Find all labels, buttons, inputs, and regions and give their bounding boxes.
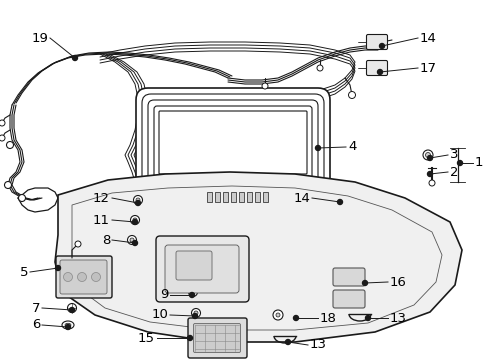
- Ellipse shape: [62, 321, 74, 329]
- Bar: [223, 192, 228, 202]
- Circle shape: [427, 156, 433, 161]
- Circle shape: [188, 336, 193, 341]
- Text: 3: 3: [450, 148, 459, 162]
- Circle shape: [73, 55, 77, 60]
- FancyBboxPatch shape: [333, 268, 365, 286]
- Circle shape: [316, 145, 320, 150]
- FancyBboxPatch shape: [60, 260, 107, 294]
- Bar: [207, 192, 212, 202]
- Circle shape: [0, 120, 5, 126]
- Text: 9: 9: [160, 288, 168, 302]
- FancyBboxPatch shape: [56, 256, 112, 298]
- Bar: [215, 192, 220, 202]
- Text: 2: 2: [450, 166, 459, 179]
- Circle shape: [19, 194, 25, 202]
- FancyBboxPatch shape: [333, 290, 365, 308]
- Text: 5: 5: [20, 266, 28, 279]
- FancyBboxPatch shape: [194, 324, 241, 352]
- Circle shape: [425, 153, 431, 158]
- FancyBboxPatch shape: [156, 236, 249, 302]
- Circle shape: [189, 288, 197, 297]
- Circle shape: [75, 241, 81, 247]
- Bar: [239, 192, 244, 202]
- Circle shape: [191, 290, 195, 294]
- Circle shape: [338, 199, 343, 204]
- Text: 19: 19: [31, 31, 48, 45]
- Bar: [255, 192, 260, 202]
- Text: 15: 15: [138, 332, 155, 345]
- Circle shape: [64, 273, 73, 282]
- Circle shape: [127, 235, 137, 244]
- Circle shape: [4, 181, 11, 189]
- Circle shape: [190, 292, 195, 297]
- Circle shape: [363, 280, 368, 285]
- Circle shape: [458, 161, 463, 166]
- FancyBboxPatch shape: [176, 251, 212, 280]
- Circle shape: [0, 135, 5, 141]
- Circle shape: [429, 180, 435, 186]
- Text: 11: 11: [93, 213, 110, 226]
- FancyBboxPatch shape: [165, 245, 239, 293]
- Circle shape: [130, 216, 140, 225]
- FancyBboxPatch shape: [188, 318, 247, 358]
- Circle shape: [130, 238, 134, 242]
- Circle shape: [366, 315, 370, 320]
- Circle shape: [133, 218, 137, 222]
- Text: 6: 6: [32, 319, 40, 332]
- Text: 1: 1: [475, 157, 484, 170]
- Circle shape: [133, 195, 143, 204]
- Polygon shape: [55, 172, 462, 342]
- FancyBboxPatch shape: [367, 35, 388, 49]
- Text: 10: 10: [151, 309, 168, 321]
- Text: 13: 13: [390, 311, 407, 324]
- Text: 14: 14: [293, 192, 310, 204]
- FancyBboxPatch shape: [367, 60, 388, 76]
- Text: 4: 4: [348, 140, 356, 153]
- Bar: [263, 192, 268, 202]
- Circle shape: [136, 198, 140, 202]
- Text: 7: 7: [31, 302, 40, 315]
- Circle shape: [276, 313, 280, 317]
- Text: 17: 17: [420, 62, 437, 75]
- Circle shape: [317, 65, 323, 71]
- Circle shape: [294, 315, 298, 320]
- Circle shape: [377, 69, 383, 75]
- Circle shape: [423, 150, 433, 160]
- Circle shape: [427, 171, 433, 176]
- Circle shape: [77, 273, 87, 282]
- Circle shape: [192, 309, 200, 318]
- Circle shape: [136, 201, 141, 206]
- Circle shape: [68, 303, 76, 312]
- Text: 8: 8: [101, 234, 110, 247]
- Circle shape: [286, 339, 291, 345]
- Circle shape: [6, 141, 14, 148]
- Circle shape: [193, 314, 197, 319]
- FancyBboxPatch shape: [341, 194, 362, 210]
- Circle shape: [273, 310, 283, 320]
- Text: 14: 14: [420, 31, 437, 45]
- Circle shape: [194, 311, 198, 315]
- Circle shape: [132, 240, 138, 246]
- Circle shape: [132, 220, 138, 225]
- Circle shape: [92, 273, 100, 282]
- Circle shape: [66, 324, 71, 329]
- Text: 13: 13: [310, 338, 327, 351]
- Text: 18: 18: [320, 311, 337, 324]
- Bar: [247, 192, 252, 202]
- Text: 12: 12: [93, 192, 110, 204]
- Circle shape: [262, 83, 268, 89]
- Text: 16: 16: [390, 275, 407, 288]
- Bar: [231, 192, 236, 202]
- FancyBboxPatch shape: [136, 88, 330, 197]
- Circle shape: [379, 44, 385, 49]
- Circle shape: [348, 91, 356, 99]
- Circle shape: [70, 307, 74, 312]
- Circle shape: [55, 266, 60, 270]
- Ellipse shape: [65, 323, 71, 327]
